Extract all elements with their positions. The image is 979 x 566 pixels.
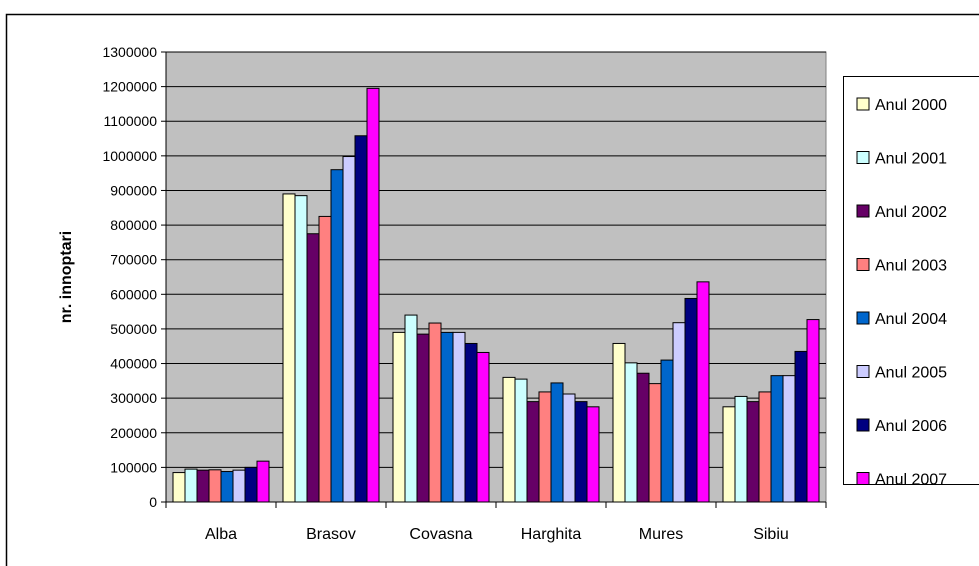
bar [794,350,808,503]
y-tick-label: 200000 [110,425,157,441]
legend-box [843,76,979,485]
bar [660,359,674,503]
plot-area [165,51,827,503]
legend-swatch [856,418,870,432]
legend-label: Anul 2003 [875,258,947,275]
bar [232,469,246,503]
bar [782,375,796,503]
bar [586,406,600,503]
y-axis-title: nr. innoptari [58,231,75,323]
bar [220,471,234,503]
bar [758,391,772,503]
x-tick-label: Sibiu [753,526,789,543]
x-tick-label: Alba [205,526,237,543]
bar [366,87,380,503]
legend-swatch [856,97,870,111]
y-tick-label: 100000 [110,459,157,475]
bar [806,319,820,503]
legend-swatch [856,311,870,325]
bar [770,375,784,503]
bar [464,342,478,503]
legend-swatch [856,472,870,485]
bar [416,333,430,503]
legend-swatch [856,151,870,164]
x-ticks: Alba Brasov Covasna Harghita Mures Sibiu [165,502,827,543]
bar [404,314,418,503]
bar [746,401,760,503]
bar [624,362,638,503]
y-tick-label: 300000 [110,390,157,406]
gridlines [166,51,826,468]
bar [502,376,516,503]
bar [196,469,210,503]
bar [696,281,710,503]
legend-label: Anul 2006 [875,418,947,435]
y-tick-label: 0 [149,494,157,510]
bar [208,469,222,503]
bar [684,297,698,503]
legend-label: Anul 2007 [875,472,947,489]
bar [306,233,320,503]
bar [294,195,308,503]
bar [330,169,344,503]
y-tick-label: 1100000 [104,113,158,129]
x-tick-label: Harghita [521,526,582,543]
bar [184,468,198,503]
legend-label: Anul 2001 [875,151,947,168]
x-tick-label: Covasna [409,526,472,543]
legend-swatch [856,204,870,218]
bar [550,382,564,503]
bar [648,383,662,503]
bar [722,406,736,503]
y-tick-label: 500000 [110,321,157,337]
y-tick-label: 400000 [110,356,157,372]
bar [476,351,490,503]
legend-label: Anul 2005 [875,365,947,382]
bar [636,372,650,503]
y-tick-label: 600000 [110,286,157,302]
bar [734,395,748,503]
bar [172,472,186,503]
x-tick-label: Mures [639,526,683,543]
bar [318,215,332,503]
legend-label: Anul 2002 [875,204,947,221]
bar [672,322,686,503]
legend-label: Anul 2004 [875,311,947,328]
y-ticks: 0 100000 200000 300000 400000 500000 600000 700… [102,44,166,510]
y-tick-label: 1200000 [102,79,157,95]
bar [612,342,626,503]
y-tick-label: 900000 [110,182,157,198]
bar [514,378,528,503]
bar [526,401,540,503]
y-tick-label: 700000 [110,252,157,268]
y-tick-label: 800000 [110,217,157,233]
bar [282,193,296,503]
x-tick-label: Brasov [306,526,356,543]
bar [428,322,442,503]
bar [244,466,258,503]
legend-swatch [856,258,870,271]
bar [574,401,588,503]
bar [452,331,466,503]
bar [562,393,576,503]
y-tick-label: 1000000 [102,148,157,164]
legend: Anul 2000 Anul 2001 Anul 2002 Anul 2003 Anul… [856,97,947,489]
bar [538,391,552,503]
bar [342,156,356,503]
bar [392,331,406,503]
y-tick-label: 1300000 [102,44,157,60]
legend-label: Anul 2000 [875,97,947,114]
bar [256,460,270,503]
bar [440,331,454,503]
bar [354,135,368,503]
legend-swatch [856,365,870,378]
